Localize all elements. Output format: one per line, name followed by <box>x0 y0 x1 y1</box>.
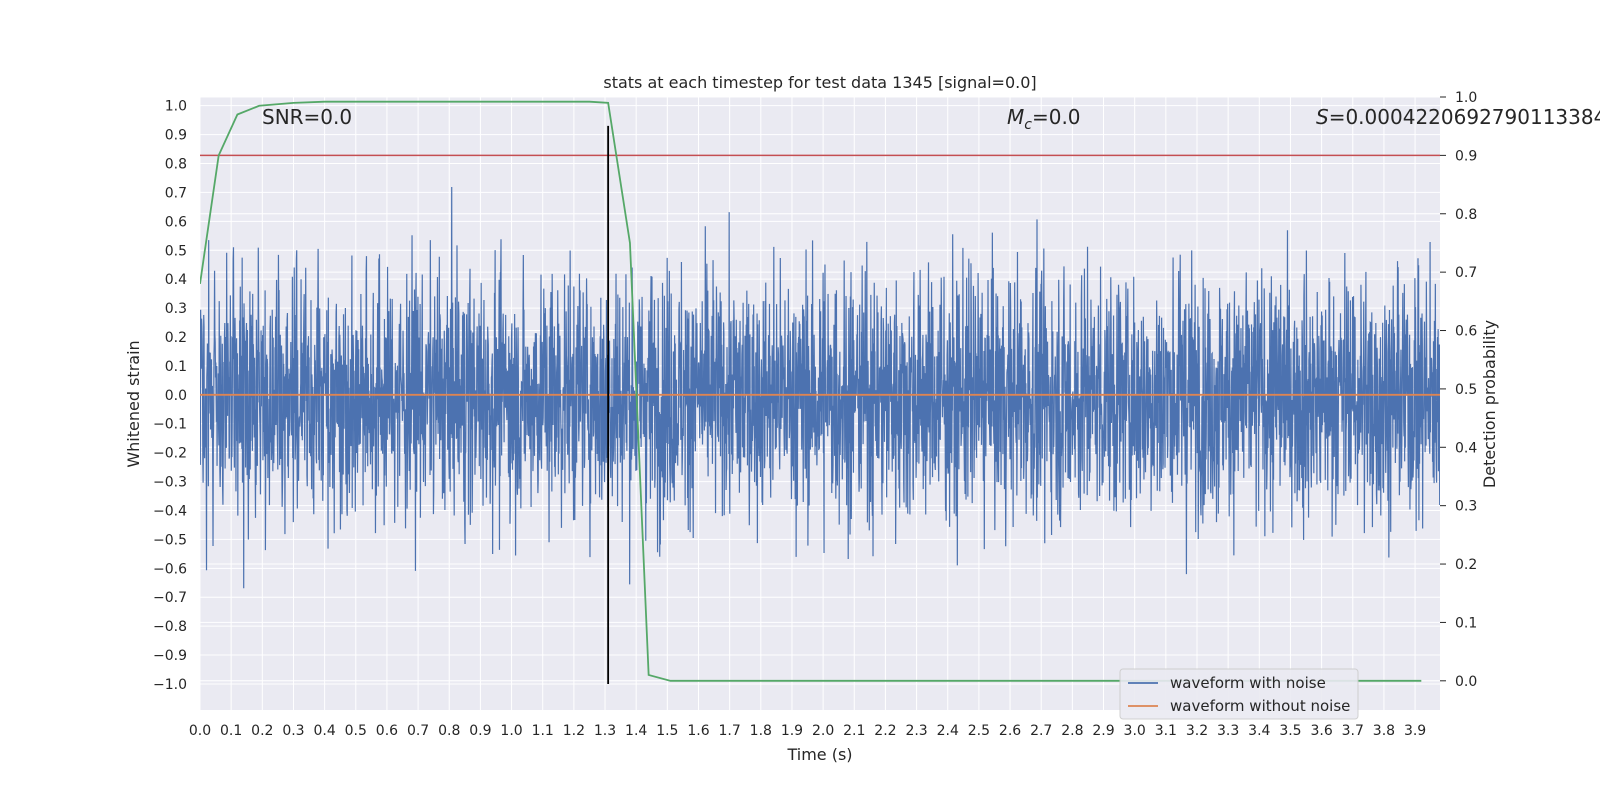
x-tick-label: 2.8 <box>1061 723 1083 739</box>
y2-tick-label: 0.3 <box>1455 499 1477 515</box>
significance-annotation: S=0.00042206927901133847 <box>1316 105 1600 129</box>
y2-tick-label: 0.0 <box>1455 674 1477 690</box>
x-tick-label: 0.6 <box>376 723 398 739</box>
y-tick-label: 1.0 <box>165 99 187 115</box>
x-tick-label: 2.0 <box>812 723 834 739</box>
x-tick-label: 1.1 <box>532 723 554 739</box>
x-tick-label: 0.3 <box>282 723 304 739</box>
y2-tick-label: 0.7 <box>1455 265 1477 281</box>
x-tick-label: 3.6 <box>1310 723 1332 739</box>
legend: waveform with noise waveform without noi… <box>1119 668 1359 720</box>
detection-probability-line <box>200 100 1422 682</box>
x-tick-label: 0.9 <box>469 723 491 739</box>
x-tick-label: 1.6 <box>687 723 709 739</box>
x-tick-label: 1.0 <box>500 723 522 739</box>
y-tick-label: −1.0 <box>153 677 187 693</box>
y2-tick-label: 0.6 <box>1455 324 1477 340</box>
x-tick-label: 0.1 <box>220 723 242 739</box>
y-tick-label: 0.3 <box>165 301 187 317</box>
y-tick-label: −0.6 <box>153 561 187 577</box>
x-tick-label: 1.8 <box>750 723 772 739</box>
x-tick-label: 2.4 <box>937 723 959 739</box>
y-tick-label: −0.2 <box>153 446 187 462</box>
x-tick-label: 1.9 <box>781 723 803 739</box>
y-tick-label: −0.7 <box>153 590 187 606</box>
x-tick-label: 2.5 <box>968 723 990 739</box>
y2-tick-label: 0.9 <box>1455 148 1477 164</box>
y-tick-label: 0.6 <box>165 214 187 230</box>
x-tick-label: 1.3 <box>594 723 616 739</box>
x-tick-label: 2.6 <box>999 723 1021 739</box>
y-tick-label: 0.9 <box>165 128 187 144</box>
x-tick-labels: 0.0 0.1 0.2 0.3 0.4 0.5 0.6 0.7 0.8 0.9 1.0 1.1 1.2 1… <box>189 723 1426 739</box>
y-tick-label: 0.2 <box>165 330 187 346</box>
x-tick-label: 2.3 <box>905 723 927 739</box>
x-tick-label: 2.2 <box>874 723 896 739</box>
x-tick-label: 2.1 <box>843 723 865 739</box>
x-tick-label: 3.0 <box>1124 723 1146 739</box>
x-tick-label: 3.3 <box>1217 723 1239 739</box>
legend-label-noise: waveform with noise <box>1170 674 1326 692</box>
x-tick-label: 3.2 <box>1186 723 1208 739</box>
y-tick-label: 0.8 <box>165 157 187 173</box>
y-tick-label: −0.4 <box>153 503 187 519</box>
y-tick-label: 0.7 <box>165 185 187 201</box>
y2-axis-label: Detection probability <box>1480 320 1499 488</box>
x-tick-label: 0.0 <box>189 723 211 739</box>
x-tick-label: 0.2 <box>251 723 273 739</box>
x-tick-label: 3.7 <box>1342 723 1364 739</box>
snr-annotation: SNR=0.0 <box>262 105 352 129</box>
x-tick-label: 1.7 <box>719 723 741 739</box>
y2-tick-labels: 0.0 0.1 0.2 0.3 0.4 0.5 0.6 0.7 0.8 0.9 1.0 <box>1440 90 1477 690</box>
y-tick-label: 0.0 <box>165 388 187 404</box>
x-tick-label: 3.8 <box>1373 723 1395 739</box>
legend-label-clean: waveform without noise <box>1170 697 1350 715</box>
y-tick-label: −0.9 <box>153 648 187 664</box>
x-tick-label: 2.9 <box>1092 723 1114 739</box>
x-tick-label: 3.9 <box>1404 723 1426 739</box>
x-tick-label: 2.7 <box>1030 723 1052 739</box>
x-tick-label: 1.4 <box>625 723 647 739</box>
y-tick-label: −0.8 <box>153 619 187 635</box>
x-tick-label: 1.5 <box>656 723 678 739</box>
x-tick-label: 1.2 <box>563 723 585 739</box>
legend-box <box>1119 668 1359 720</box>
y2-tick-label: 0.4 <box>1455 440 1477 456</box>
y2-tick-label: 0.1 <box>1455 615 1477 631</box>
x-tick-label: 3.4 <box>1248 723 1270 739</box>
y-tick-labels: 1.0 0.9 0.8 0.7 0.6 0.5 0.4 0.3 0.2 0.1 0.0 −0.1 −0.… <box>153 99 187 693</box>
y2-tick-label: 0.8 <box>1455 207 1477 223</box>
x-tick-label: 0.5 <box>345 723 367 739</box>
x-tick-label: 0.8 <box>438 723 460 739</box>
y-axis-label: Whitened strain <box>124 340 143 467</box>
chart-title: stats at each timestep for test data 134… <box>603 73 1036 92</box>
x-tick-label: 3.1 <box>1155 723 1177 739</box>
y2-tick-label: 0.5 <box>1455 382 1477 398</box>
x-tick-label: 0.4 <box>313 723 335 739</box>
y-tick-label: 0.1 <box>165 359 187 375</box>
y-tick-label: −0.5 <box>153 532 187 548</box>
y2-tick-label: 0.2 <box>1455 557 1477 573</box>
y-tick-label: 0.4 <box>165 272 187 288</box>
waveform-with-noise-line <box>200 187 1440 589</box>
x-axis-label: Time (s) <box>786 745 852 764</box>
y-tick-label: −0.3 <box>153 475 187 491</box>
x-tick-label: 3.5 <box>1279 723 1301 739</box>
x-tick-label: 0.7 <box>407 723 429 739</box>
y-tick-label: 0.5 <box>165 243 187 259</box>
y-tick-label: −0.1 <box>153 417 187 433</box>
chirp-mass-annotation: Mc=0.0 <box>1007 105 1081 133</box>
y2-tick-label: 1.0 <box>1455 90 1477 106</box>
